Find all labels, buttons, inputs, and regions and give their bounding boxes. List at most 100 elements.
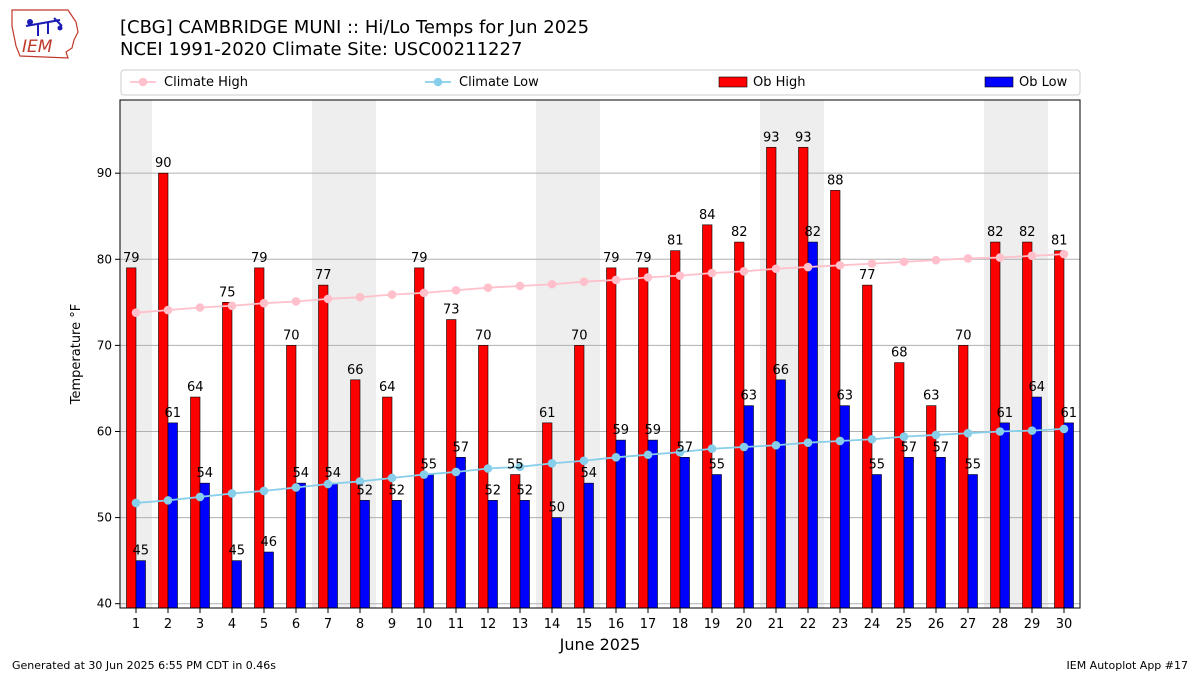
climate-low-legend-marker <box>433 77 443 87</box>
ob-high-bar <box>158 172 169 609</box>
ob-high-label: 81 <box>1051 234 1068 249</box>
ob-high-bar <box>702 224 713 609</box>
ob-high-bar <box>1022 241 1033 609</box>
x-tick-label: 13 <box>512 617 529 632</box>
climate-high-point <box>355 292 365 302</box>
ob-low-label: 55 <box>708 458 725 473</box>
climate-low-point <box>963 428 973 438</box>
x-tick-label: 4 <box>228 617 236 632</box>
ob-low-bar <box>167 422 178 609</box>
legend-box <box>120 69 1081 96</box>
x-tick-label: 2 <box>164 617 172 632</box>
climate-high-point <box>1027 251 1037 261</box>
generated-note: Generated at 30 Jun 2025 6:55 PM CDT in … <box>12 659 277 672</box>
x-tick-label: 7 <box>324 617 332 632</box>
climate-low-point <box>547 459 557 468</box>
ob-low-bar <box>871 474 882 609</box>
ob-high-label: 70 <box>475 328 492 343</box>
climate-low-point <box>515 462 525 472</box>
ob-high-bar <box>862 284 873 609</box>
ob-low-bar <box>487 500 498 609</box>
ob-low-bar <box>647 439 658 609</box>
ob-low-label: 66 <box>772 363 789 378</box>
ob-low-bar <box>519 500 530 609</box>
climate-high-point <box>131 308 141 317</box>
climate-low-point <box>739 442 749 452</box>
x-tick-label: 29 <box>1024 617 1041 632</box>
x-tick-label: 8 <box>356 617 364 632</box>
climate-low-point <box>483 464 493 473</box>
ob-low-label: 52 <box>356 483 373 498</box>
ob-low-label: 59 <box>644 423 661 438</box>
ob-low-bar <box>935 457 946 609</box>
ob-low-bar <box>423 474 434 609</box>
ob-low-label: 54 <box>324 466 341 481</box>
x-tick-label: 30 <box>1056 617 1073 632</box>
ob-low-label: 82 <box>804 225 821 240</box>
y-tick-label: 60 <box>97 424 112 438</box>
ob-high-bar <box>734 241 745 609</box>
ob-low-label: 63 <box>740 389 757 404</box>
ob-high-label: 61 <box>539 406 556 421</box>
ob-low-bar <box>327 482 338 609</box>
climate-low-point <box>803 438 813 447</box>
climate-low-point <box>931 430 941 440</box>
climate-low-point <box>995 427 1005 436</box>
ob-high-legend-label: Ob High <box>753 75 806 90</box>
x-tick-label: 12 <box>480 617 497 632</box>
ob-low-label: 52 <box>388 483 405 498</box>
climate-high-point <box>387 290 397 299</box>
climate-high-point <box>675 271 685 280</box>
climate-low-point <box>387 473 397 483</box>
ob-high-label: 75 <box>219 285 236 300</box>
x-tick-label: 19 <box>704 617 721 632</box>
x-tick-label: 27 <box>960 617 977 632</box>
climate-high-point <box>163 305 173 315</box>
climate-high-point <box>195 303 205 312</box>
y-axis-label: Temperature °F <box>69 304 84 405</box>
logo-text: IEM <box>22 37 53 57</box>
ob-low-bar <box>199 482 210 609</box>
climate-high-point <box>707 268 717 278</box>
climate-high-point <box>419 288 429 298</box>
climate-low-point <box>131 498 141 508</box>
ob-low-label: 52 <box>484 483 501 498</box>
x-tick-label: 25 <box>896 617 913 632</box>
ob-high-bar <box>318 284 329 609</box>
ob-low-bar <box>455 457 466 609</box>
climate-high-point <box>227 301 237 311</box>
ob-low-bar <box>679 457 690 609</box>
ob-low-label: 59 <box>612 423 629 438</box>
y-tick-label: 70 <box>97 338 112 352</box>
ob-low-bar <box>839 405 850 609</box>
x-tick-label: 5 <box>260 617 268 632</box>
x-tick-label: 23 <box>832 617 849 632</box>
climate-high-point <box>739 267 749 276</box>
climate-low-legend-label: Climate Low <box>459 75 539 90</box>
ob-low-bar <box>231 560 242 609</box>
climate-low-point <box>1059 424 1069 434</box>
climate-low-point <box>163 496 173 505</box>
ob-high-bar <box>670 250 681 609</box>
climate-high-point <box>803 262 813 272</box>
climate-low-point <box>323 479 333 489</box>
climate-low-point <box>291 483 301 492</box>
climate-low-point <box>579 456 589 466</box>
ob-low-label: 61 <box>996 406 1013 421</box>
x-tick-label: 20 <box>736 617 753 632</box>
ob-low-label: 61 <box>164 406 181 421</box>
x-tick-label: 11 <box>448 617 465 632</box>
climate-low-point <box>867 434 877 444</box>
y-tick-label: 40 <box>97 597 112 611</box>
ob-low-bar <box>551 517 562 609</box>
x-tick-label: 14 <box>544 617 561 632</box>
climate-high-point <box>611 275 621 285</box>
x-tick-label: 17 <box>640 617 657 632</box>
y-tick-label: 90 <box>97 166 112 180</box>
ob-high-label: 90 <box>155 156 172 171</box>
x-tick-label: 3 <box>196 617 204 632</box>
ob-low-bar <box>615 439 626 609</box>
x-tick-label: 16 <box>608 617 625 632</box>
ob-high-label: 79 <box>411 251 428 266</box>
climate-low-point <box>355 477 365 486</box>
